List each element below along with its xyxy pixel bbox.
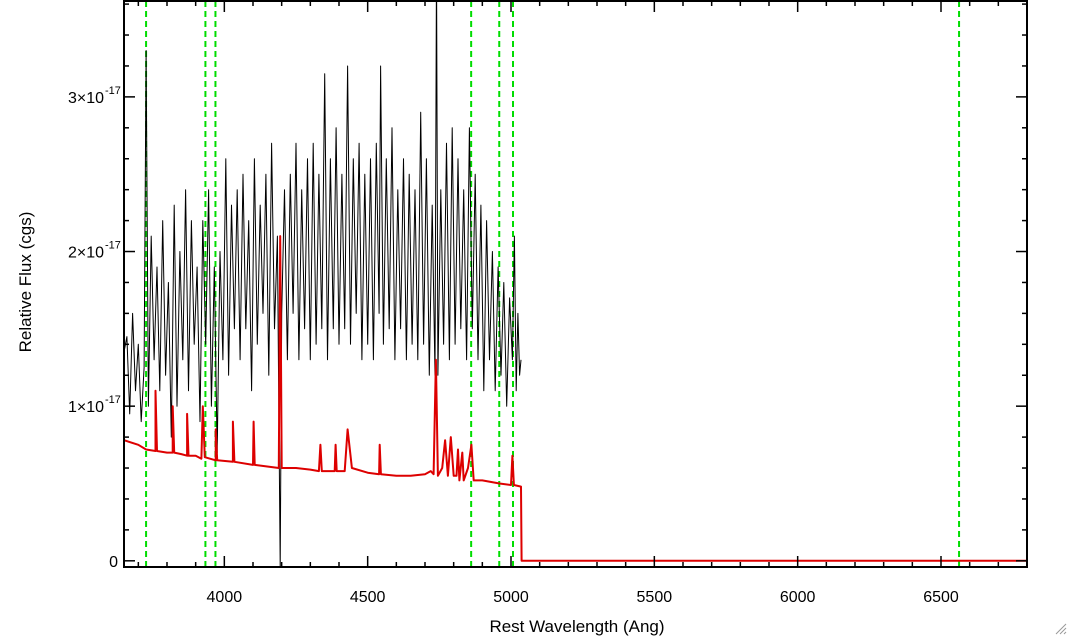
y-tick-label: 1×10: [68, 399, 104, 416]
series-layer: [124, 1, 1027, 567]
y-tick-label: 2×10: [68, 245, 104, 262]
y-tick-label: 3×10: [68, 90, 104, 107]
spectrum-line: [124, 1, 522, 567]
x-axis-label: Rest Wavelength (Ang): [489, 617, 664, 636]
axis-ticks: [124, 1, 1028, 567]
y-axis-label: Relative Flux (cgs): [16, 212, 35, 353]
x-tick-label: 6000: [780, 589, 816, 606]
y-tick-label: 0: [109, 554, 118, 571]
resize-grip-icon[interactable]: [1055, 623, 1067, 635]
x-tick-label: 5500: [637, 589, 673, 606]
x-tick-label: 6500: [923, 589, 959, 606]
x-tick-label: 5000: [493, 589, 529, 606]
y-tick-exponent: -17: [105, 85, 121, 97]
x-tick-labels: 4000 4500 5000 5500 6000 6500: [207, 589, 959, 606]
model-line: [124, 235, 1027, 562]
y-tick-exponent: -17: [105, 394, 121, 406]
x-tick-label: 4500: [350, 589, 386, 606]
reference-lines: [145, 1, 961, 567]
y-tick-exponent: -17: [105, 240, 121, 252]
x-tick-label: 4000: [207, 589, 243, 606]
plot-frame: [123, 0, 1028, 568]
y-tick-labels: 01×10 -172×10 -173×10 -17: [68, 85, 121, 571]
